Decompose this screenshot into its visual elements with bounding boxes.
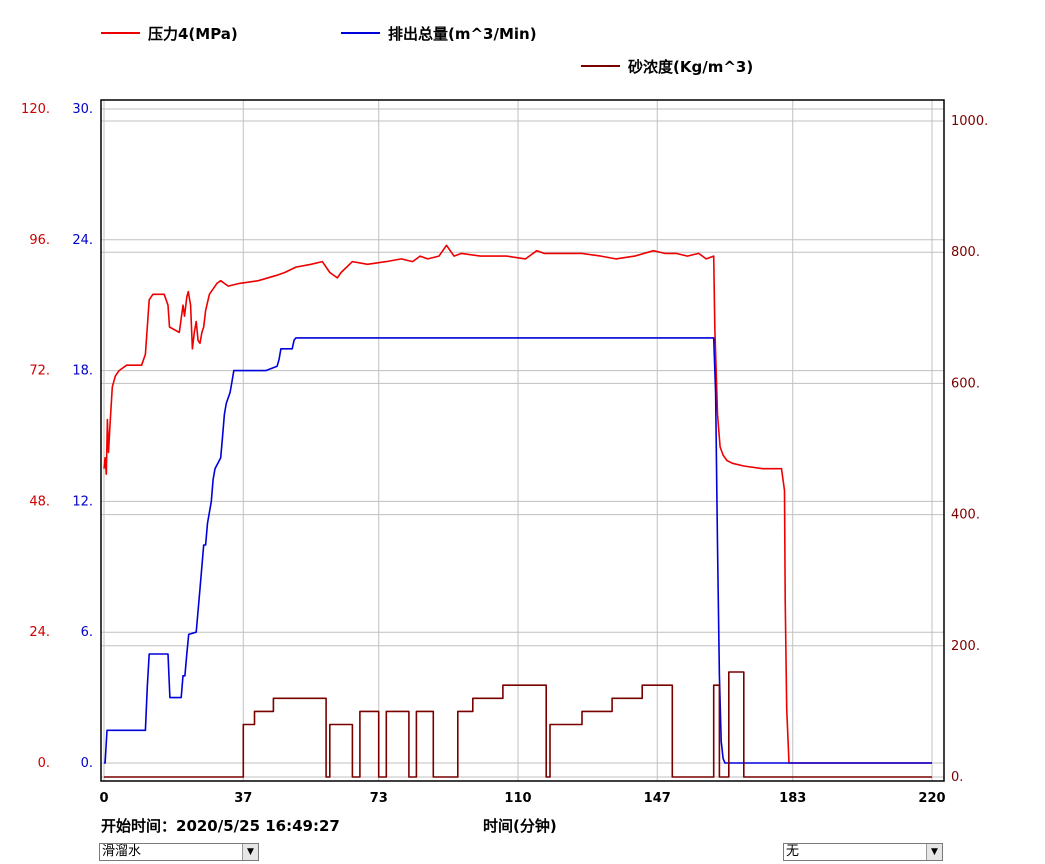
- tick-label-flow: 30.: [72, 102, 93, 117]
- right-select-value: 无: [786, 844, 800, 859]
- right-select[interactable]: 无 ▼: [783, 843, 943, 861]
- tick-label-pressure: 72.: [29, 364, 50, 379]
- series-line-flow: [104, 337, 932, 764]
- tick-label-sand: 800.: [951, 245, 980, 260]
- tick-label-pressure: 96.: [29, 233, 50, 248]
- start-time-label: 开始时间：2020/5/25 16:49:27: [101, 817, 340, 835]
- series-line-pressure: [103, 244, 932, 764]
- tick-label-sand: 1000.: [951, 114, 988, 129]
- tick-label-pressure: 120.: [21, 102, 50, 117]
- legend-label-flow: 排出总量(m^3/Min): [388, 25, 537, 43]
- tick-label-x: 220: [918, 791, 945, 806]
- series-line-sand: [104, 671, 932, 778]
- tick-label-sand: 400.: [951, 508, 980, 523]
- plot-frame: [100, 99, 945, 782]
- legend-label-pressure: 压力4(MPa): [148, 25, 238, 43]
- tick-label-flow: 18.: [72, 364, 93, 379]
- tick-label-pressure: 0.: [38, 756, 50, 771]
- tick-label-sand: 0.: [951, 770, 963, 785]
- tick-label-flow: 12.: [72, 494, 93, 509]
- fluid-type-value: 滑溜水: [102, 844, 142, 859]
- tick-label-flow: 24.: [72, 233, 93, 248]
- axis-ticks: 0. 24. 48. 72. 96. 120. 0. 6. 12. 18. 24. 30. 0. 200.…: [21, 102, 988, 806]
- legend: 压力4(MPa) 排出总量(m^3/Min) 砂浓度(Kg/m^3): [101, 25, 753, 76]
- tick-label-flow: 0.: [81, 756, 93, 771]
- tick-label-flow: 6.: [81, 625, 93, 640]
- tick-label-x: 73: [370, 791, 388, 806]
- tick-label-sand: 200.: [951, 639, 980, 654]
- x-axis-title: 时间(分钟): [483, 817, 557, 835]
- tick-label-pressure: 48.: [29, 494, 50, 509]
- series-lines: [103, 244, 932, 778]
- grid: [101, 100, 944, 781]
- tick-label-x: 37: [234, 791, 252, 806]
- tick-label-x: 110: [504, 791, 531, 806]
- tick-label-x: 183: [779, 791, 806, 806]
- tick-label-x: 147: [644, 791, 671, 806]
- fluid-type-select[interactable]: 滑溜水 ▼: [99, 843, 259, 861]
- tick-label-sand: 600.: [951, 376, 980, 391]
- chevron-down-icon[interactable]: ▼: [926, 844, 942, 860]
- legend-label-sand: 砂浓度(Kg/m^3): [628, 58, 753, 76]
- chevron-down-icon[interactable]: ▼: [242, 844, 258, 860]
- tick-label-pressure: 24.: [29, 625, 50, 640]
- tick-label-x: 0: [99, 791, 108, 806]
